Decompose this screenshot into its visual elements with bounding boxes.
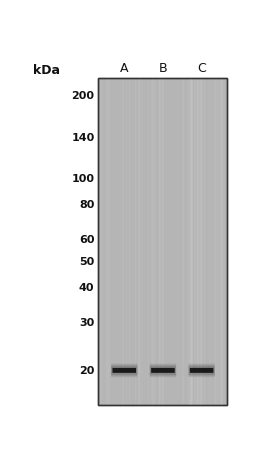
Text: 60: 60 (79, 234, 94, 244)
FancyBboxPatch shape (188, 366, 215, 375)
FancyBboxPatch shape (188, 364, 215, 377)
Text: 30: 30 (79, 317, 94, 327)
Text: A: A (120, 62, 129, 75)
Text: 40: 40 (79, 283, 94, 293)
FancyBboxPatch shape (151, 368, 175, 373)
Text: 200: 200 (71, 90, 94, 100)
FancyBboxPatch shape (111, 366, 137, 375)
Text: B: B (159, 62, 167, 75)
Text: 20: 20 (79, 366, 94, 375)
Bar (99, 79, 227, 405)
Text: kDa: kDa (33, 64, 60, 77)
Text: C: C (197, 62, 206, 75)
FancyBboxPatch shape (112, 368, 136, 373)
FancyBboxPatch shape (150, 366, 176, 375)
FancyBboxPatch shape (150, 364, 176, 377)
Text: 100: 100 (71, 173, 94, 183)
Text: 140: 140 (71, 133, 94, 143)
FancyBboxPatch shape (111, 364, 137, 377)
FancyBboxPatch shape (190, 368, 214, 373)
Text: 50: 50 (79, 256, 94, 266)
Text: 80: 80 (79, 200, 94, 210)
Bar (99, 79, 227, 405)
